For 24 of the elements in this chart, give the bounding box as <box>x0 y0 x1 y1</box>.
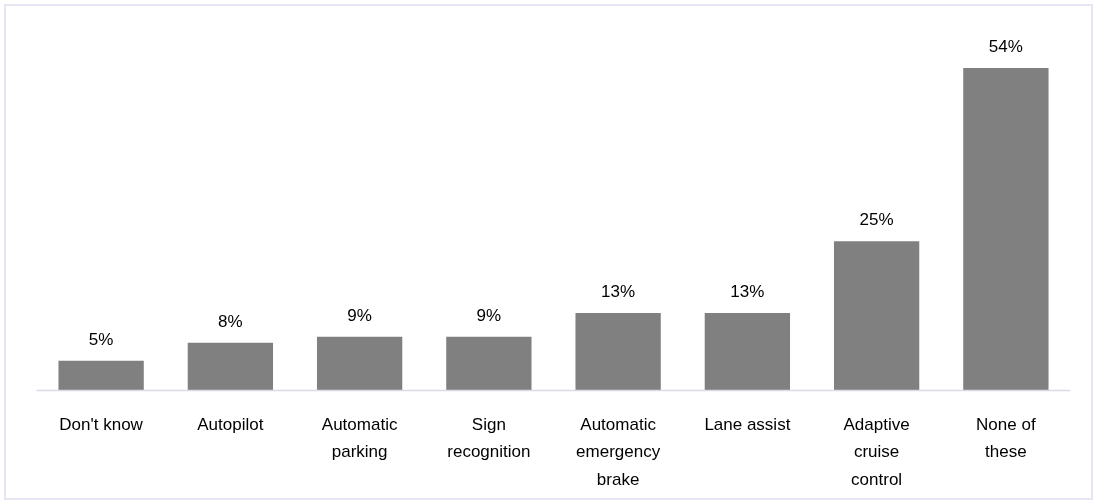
bar <box>575 312 661 391</box>
data-label: 25% <box>859 210 894 230</box>
x-tick-label: Automatic emergency brake <box>576 414 661 489</box>
x-tick-label: Sign recognition <box>447 414 531 462</box>
x-tick-label: Don't know <box>59 414 144 434</box>
bar <box>316 336 403 391</box>
x-tick-label: Lane assist <box>704 414 791 434</box>
bar <box>58 360 144 391</box>
data-label: 9% <box>476 305 502 325</box>
x-tick-label: Automatic parking <box>321 414 398 462</box>
x-tick-label: None of these <box>976 414 1036 462</box>
data-label: 13% <box>601 281 636 301</box>
bar <box>833 241 920 391</box>
bar <box>446 336 532 391</box>
data-label: 13% <box>730 281 765 301</box>
data-label: 9% <box>347 305 372 325</box>
data-label: 54% <box>988 37 1023 57</box>
data-label: 5% <box>88 329 114 349</box>
x-tick-label: Adaptive cruise control <box>843 414 910 489</box>
bar <box>704 312 791 391</box>
bar <box>187 342 274 391</box>
bar <box>963 68 1049 391</box>
data-label: 8% <box>218 311 243 331</box>
x-tick-label: Autopilot <box>197 414 264 434</box>
